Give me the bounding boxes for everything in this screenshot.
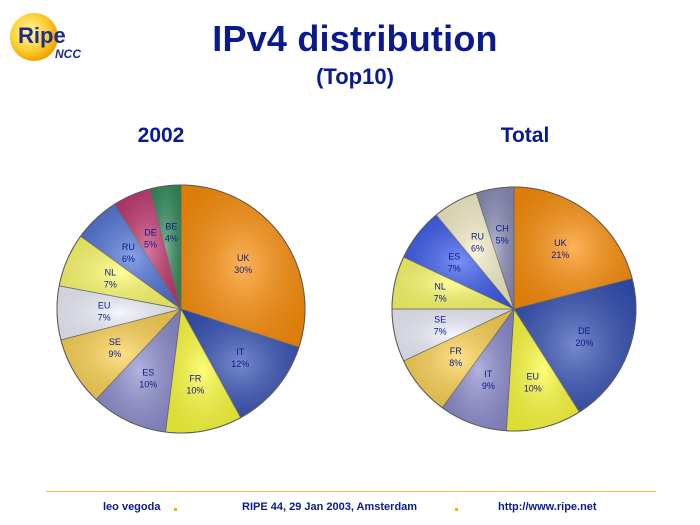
pie-slice-shade-2002-uk	[181, 185, 306, 348]
pie-value-2002-nl: 7%	[104, 279, 117, 289]
pie-value-total-fr: 8%	[449, 358, 462, 368]
footer: leo vegoda RIPE 44, 29 Jan 2003, Amsterd…	[0, 501, 700, 517]
pie-label-2002-be: BE	[165, 222, 177, 232]
pie-value-total-de: 20%	[575, 338, 593, 348]
pie-slice-shade-2002-eu	[56, 285, 181, 340]
footer-author: leo vegoda	[103, 501, 161, 513]
pie-outline-total	[391, 186, 637, 432]
pie-outline-2002	[56, 184, 306, 434]
pie-value-2002-it: 12%	[231, 359, 249, 369]
pie-value-total-ch: 5%	[496, 235, 509, 245]
pie-slice-shade-total-ru	[436, 192, 514, 309]
chart-title-2002: 2002	[137, 124, 185, 147]
pie-label-total-de: DE	[578, 326, 591, 336]
pie-value-2002-eu: 7%	[98, 312, 111, 322]
footer-url[interactable]: http://www.ripe.net	[498, 501, 597, 513]
page-subtitle: (Top10)	[316, 64, 394, 89]
pie-label-2002-de: DE	[144, 227, 157, 237]
pie-label-total-nl: NL	[434, 281, 446, 291]
chart-title-total: Total	[500, 124, 550, 147]
pie-value-total-ru: 6%	[471, 244, 484, 254]
footer-divider	[46, 491, 656, 492]
page-title: IPv4 distribution	[212, 18, 498, 59]
pie-slice-shade-total-it	[442, 309, 514, 431]
pie-slice-shade-2002-it	[181, 309, 299, 418]
pie-slice-shade-total-fr	[403, 309, 514, 408]
pie-label-2002-nl: NL	[105, 267, 117, 277]
pie-label-total-fr: FR	[450, 346, 462, 356]
pie-label-2002-ru: RU	[122, 242, 135, 252]
footer-separator-dot	[455, 508, 458, 511]
pie-value-2002-se: 9%	[108, 349, 121, 359]
ripe-ncc-logo: Ripe NCC	[10, 13, 81, 61]
pie-label-2002-es: ES	[142, 368, 154, 378]
pie-value-total-it: 9%	[482, 381, 495, 391]
pie-value-total-eu: 10%	[524, 383, 542, 393]
logo-text-ripe: Ripe	[18, 23, 66, 48]
pie-value-total-es: 7%	[448, 264, 461, 274]
pie-slice-shade-total-de	[514, 278, 636, 413]
logo-sun-icon	[10, 13, 58, 61]
pie-value-2002-fr: 10%	[186, 386, 204, 396]
pie-slice-shade-2002-fr	[165, 309, 241, 433]
pie-slice-shade-2002-ru	[80, 204, 181, 309]
pie-slice-shade-total-se	[392, 309, 514, 361]
pie-value-2002-ru: 6%	[122, 254, 135, 264]
pie-label-2002-uk: UK	[237, 253, 250, 263]
pie-slice-shade-total-nl	[392, 257, 514, 309]
pie-slice-shade-total-eu	[506, 309, 580, 431]
pie-value-total-uk: 21%	[551, 250, 569, 260]
logo-text-ncc: NCC	[55, 47, 81, 61]
pie-label-total-it: IT	[484, 369, 493, 379]
pie-label-total-es: ES	[448, 252, 460, 262]
pie-label-total-uk: UK	[554, 238, 567, 248]
pie-value-2002-de: 5%	[144, 239, 157, 249]
pie-slice-shade-2002-be	[150, 185, 181, 309]
pie-slice-shade-2002-nl	[59, 236, 181, 309]
pie-slice-shade-total-ch	[476, 187, 514, 309]
pie-slice-shade-2002-se	[60, 309, 181, 400]
pie-label-2002-eu: EU	[98, 300, 111, 310]
pie-label-total-eu: EU	[527, 371, 540, 381]
pie-value-2002-be: 4%	[165, 234, 178, 244]
pie-label-total-ch: CH	[496, 223, 509, 233]
pie-label-total-ru: RU	[471, 232, 484, 242]
pie-slice-shade-2002-de	[114, 188, 181, 309]
pie-label-2002-se: SE	[109, 337, 121, 347]
pie-label-2002-fr: FR	[189, 374, 201, 384]
pie-value-total-nl: 7%	[434, 293, 447, 303]
pie-label-2002-it: IT	[236, 347, 245, 357]
pie-label-total-se: SE	[434, 315, 446, 325]
pie-slice-shade-total-es	[403, 214, 514, 309]
pie-value-2002-uk: 30%	[234, 265, 252, 275]
pie-slice-shade-2002-es	[96, 309, 181, 433]
footer-event: RIPE 44, 29 Jan 2003, Amsterdam	[242, 501, 418, 513]
pie-slice-shade-total-uk	[514, 187, 633, 309]
footer-separator-dot	[174, 508, 177, 511]
pie-value-2002-es: 10%	[139, 380, 157, 390]
pie-value-total-se: 7%	[434, 327, 447, 337]
